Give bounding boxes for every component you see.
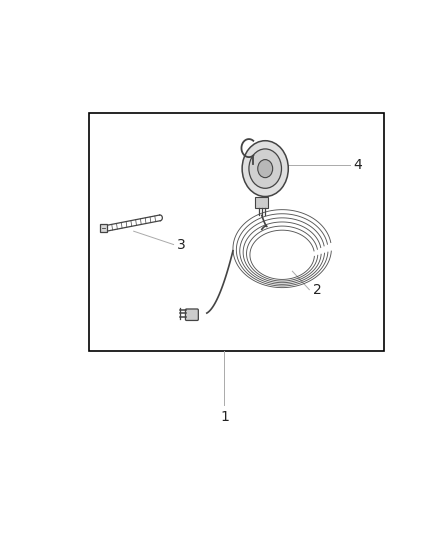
Text: 2: 2 [313, 282, 321, 297]
Circle shape [242, 141, 288, 197]
Text: 3: 3 [177, 238, 186, 252]
Circle shape [258, 159, 273, 177]
Bar [100, 224, 107, 232]
Bar [88, 113, 384, 351]
Text: 1: 1 [220, 410, 229, 424]
Circle shape [249, 149, 282, 188]
Bar [255, 197, 268, 208]
FancyBboxPatch shape [185, 309, 198, 320]
Text: 4: 4 [353, 158, 362, 172]
